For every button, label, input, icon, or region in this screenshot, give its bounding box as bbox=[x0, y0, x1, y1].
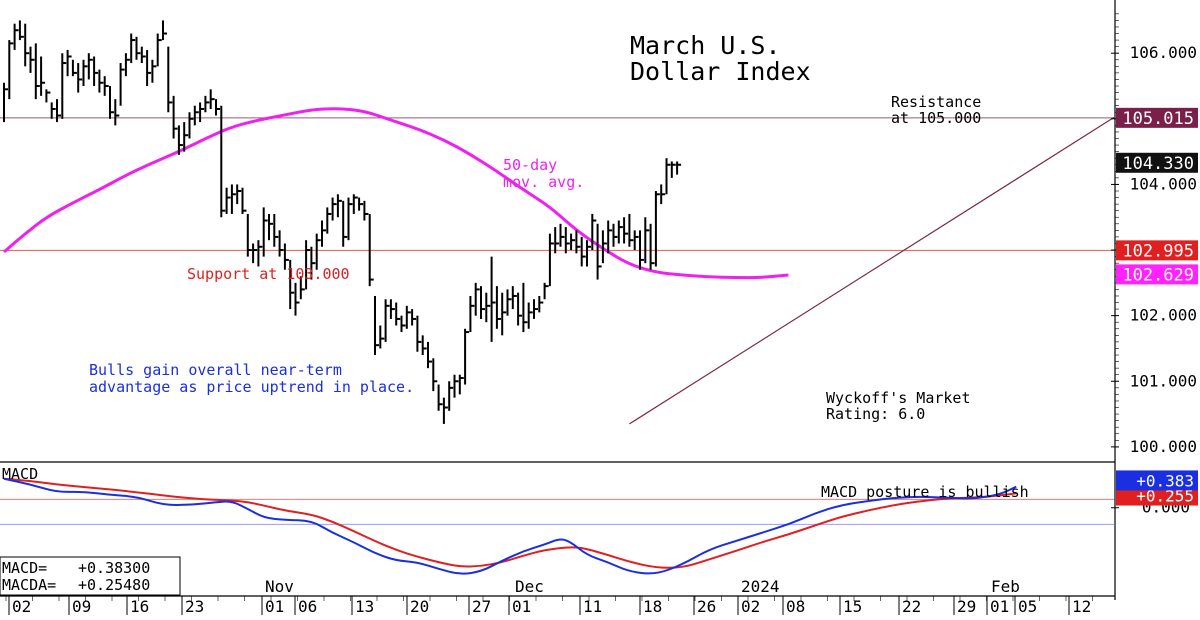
macd-posture-annotation: MACD posture is bullish bbox=[821, 483, 1029, 501]
x-axis-label-17: 29 bbox=[957, 597, 976, 615]
macda-value-box bbox=[1116, 485, 1198, 506]
uptrend-line bbox=[629, 116, 1115, 425]
macd-legend-label: MACD= bbox=[2, 559, 47, 577]
x-axis-label-20: 12 bbox=[1072, 597, 1091, 615]
macda-value-box-label: +0.255 bbox=[1136, 487, 1194, 506]
bulls-annotation-line-1: Bulls gain overall near-term bbox=[89, 361, 342, 379]
price-line-value-1-box bbox=[1116, 240, 1198, 261]
price-value-boxes: 105.015 102.995 104.330 102.629 bbox=[1116, 107, 1198, 285]
x-axis-label-18: 01 bbox=[990, 597, 1009, 615]
x-axis-label-7: 20 bbox=[410, 597, 429, 615]
price-value-0-box-label: 104.330 bbox=[1122, 154, 1194, 174]
month-label-2: 2024 bbox=[741, 577, 780, 596]
x-axis-label-6: 13 bbox=[355, 597, 374, 615]
macd-panel-title: MACD bbox=[2, 465, 38, 483]
price-tick-label-2: 104.000 bbox=[1130, 174, 1197, 193]
moving-average-line bbox=[3, 107, 789, 280]
macda-signal-line bbox=[3, 477, 1017, 569]
chart-title-line-2: Dollar Index bbox=[630, 57, 811, 86]
x-axis-label-19: 05 bbox=[1018, 597, 1037, 615]
price-tick-label-4: 102.000 bbox=[1130, 306, 1197, 325]
price-value-1-box bbox=[1116, 264, 1198, 285]
price-value-0-box bbox=[1116, 152, 1198, 173]
x-axis-label-13: 02 bbox=[741, 597, 760, 615]
x-axis-label-11: 18 bbox=[643, 597, 662, 615]
x-axis-label-2: 16 bbox=[130, 597, 149, 615]
macd-line bbox=[3, 477, 1017, 575]
price-line-value-0-box-label: 105.015 bbox=[1122, 109, 1194, 129]
moving-average-annotation-line-1: 50-day bbox=[503, 156, 557, 174]
bulls-annotation-line-2: advantage as price uptrend in place. bbox=[89, 378, 414, 396]
x-axis-labels: 02 09 16 23 01 06 13 20 27 01 11 18 26 02 08 15 22 29 01 05… bbox=[5, 596, 1093, 616]
resistance-annotation-line-2: at 105.000 bbox=[891, 109, 981, 127]
wyckoff-annotation-line-2: Rating: 6.0 bbox=[826, 405, 925, 423]
chart-title-line-1: March U.S. bbox=[630, 31, 781, 60]
x-axis-label-3: 23 bbox=[185, 597, 204, 615]
x-axis-label-1: 09 bbox=[72, 597, 91, 615]
price-tick-label-0: 106.000 bbox=[1130, 43, 1197, 62]
price-tick-label-5: 101.000 bbox=[1130, 371, 1197, 390]
price-tick-label-6: 100.000 bbox=[1130, 437, 1197, 456]
x-axis-label-4: 01 bbox=[265, 597, 284, 615]
macd-legend-box bbox=[0, 556, 181, 596]
x-axis-label-14: 08 bbox=[786, 597, 805, 615]
x-axis-label-16: 22 bbox=[902, 597, 921, 615]
x-axis-label-15: 15 bbox=[843, 597, 862, 615]
x-axis-label-0: 02 bbox=[12, 597, 31, 615]
resistance-annotation-line-1: Resistance bbox=[891, 93, 981, 111]
macda-legend-label: MACDA= bbox=[2, 576, 56, 594]
macd-legend-value: +0.38300 bbox=[78, 559, 150, 577]
x-axis-label-12: 26 bbox=[697, 597, 716, 615]
moving-average-annotation-line-2: mov. avg. bbox=[503, 173, 584, 191]
support-annotation: Support at 103.000 bbox=[187, 265, 350, 283]
month-label-0: Nov bbox=[265, 577, 294, 596]
month-label-1: Dec bbox=[515, 577, 544, 596]
month-label-3: Feb bbox=[991, 577, 1020, 596]
price-value-1-box-label: 102.629 bbox=[1122, 265, 1194, 285]
macd-value-box-label: +0.383 bbox=[1136, 471, 1194, 490]
price-line-value-1-box-label: 102.995 bbox=[1122, 241, 1194, 261]
x-axis-label-5: 06 bbox=[298, 597, 317, 615]
wyckoff-annotation-line-1: Wyckoff's Market bbox=[826, 389, 971, 407]
macda-legend-value: +0.25480 bbox=[78, 576, 150, 594]
x-axis-label-10: 11 bbox=[583, 597, 602, 615]
macd-value-boxes: +0.255+0.383 bbox=[1116, 470, 1198, 506]
month-axis-labels: Nov Dec 2024 Feb bbox=[265, 577, 1020, 596]
price-reference-lines bbox=[0, 117, 1115, 251]
macd-value-box bbox=[1116, 470, 1198, 491]
price-line-value-0-box bbox=[1116, 107, 1198, 128]
price-bars bbox=[3, 20, 682, 424]
x-axis-label-9: 01 bbox=[512, 597, 531, 615]
x-axis-label-8: 27 bbox=[472, 597, 491, 615]
